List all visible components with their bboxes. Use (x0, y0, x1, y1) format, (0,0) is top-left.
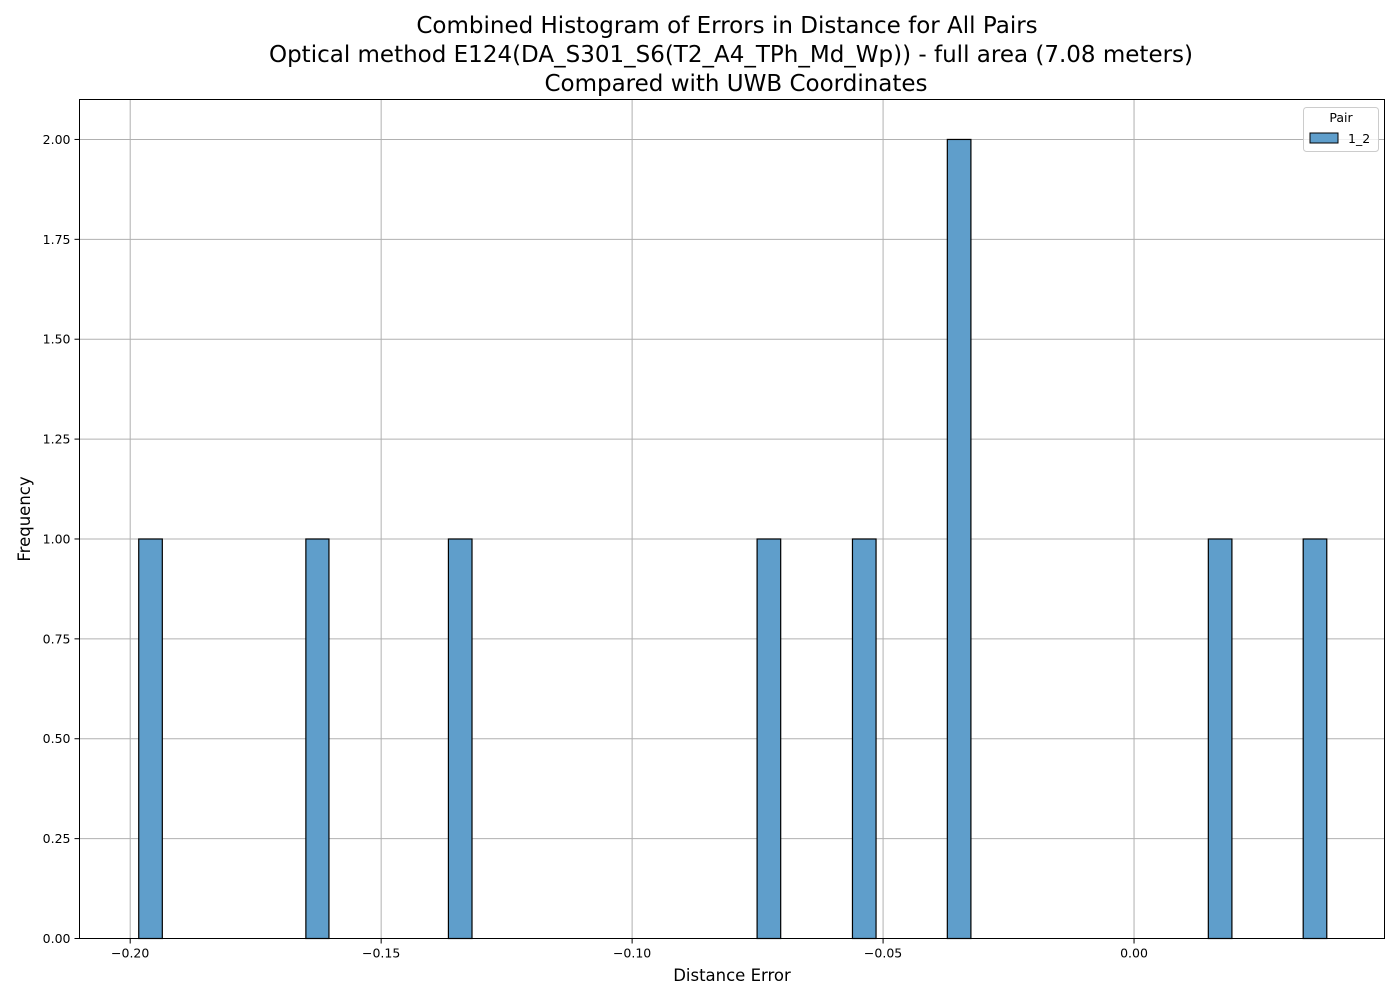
title-line-1: Combined Histogram of Errors in Distance… (416, 13, 1037, 39)
histogram-bar (447, 538, 473, 940)
y-tick-label: 1.75 (43, 232, 71, 247)
legend: Pair 1_2 (1303, 107, 1379, 152)
y-axis-ticks: 0.00 0.25 0.50 0.75 1.00 1.25 1.50 1.75 2.00 (43, 132, 80, 946)
legend-title: Pair (1329, 110, 1353, 125)
y-tick-label: 2.00 (43, 132, 71, 147)
y-tick-label: 1.50 (43, 332, 71, 347)
y-tick-label: 0.00 (43, 931, 71, 946)
y-axis-label: Frequency (15, 476, 34, 561)
histogram-bar (946, 138, 972, 940)
histogram-bar (305, 538, 330, 940)
x-axis-ticks: −0.20 −0.15 −0.10 −0.05 0.00 (111, 938, 1148, 961)
y-tick-label: 1.00 (43, 531, 71, 546)
x-tick-label: −0.20 (111, 946, 149, 961)
y-tick-label: 0.75 (43, 631, 71, 646)
title-line-3: Compared with UWB Coordinates (544, 71, 927, 97)
grid-lines (79, 99, 1385, 939)
histogram-bar (1207, 538, 1233, 940)
x-tick-label: −0.10 (613, 946, 651, 961)
plot-frame (79, 99, 1385, 939)
histogram-bar (138, 538, 163, 940)
y-tick-label: 0.25 (43, 831, 71, 846)
y-tick-label: 0.50 (43, 731, 71, 746)
histogram-bar (756, 538, 782, 940)
x-tick-label: −0.05 (864, 946, 902, 961)
chart-title: Combined Histogram of Errors in Distance… (269, 13, 1193, 97)
y-tick-label: 1.25 (43, 432, 71, 447)
histogram-bar (1302, 538, 1328, 940)
title-line-2: Optical method E124(DA_S301_S6(T2_A4_TPh… (269, 42, 1193, 68)
x-axis-label: Distance Error (673, 966, 791, 985)
x-tick-label: 0.00 (1120, 946, 1148, 961)
histogram-bar (851, 538, 877, 940)
x-tick-label: −0.15 (362, 946, 400, 961)
legend-swatch-1_2 (1309, 132, 1339, 144)
legend-entry-label: 1_2 (1348, 131, 1370, 146)
